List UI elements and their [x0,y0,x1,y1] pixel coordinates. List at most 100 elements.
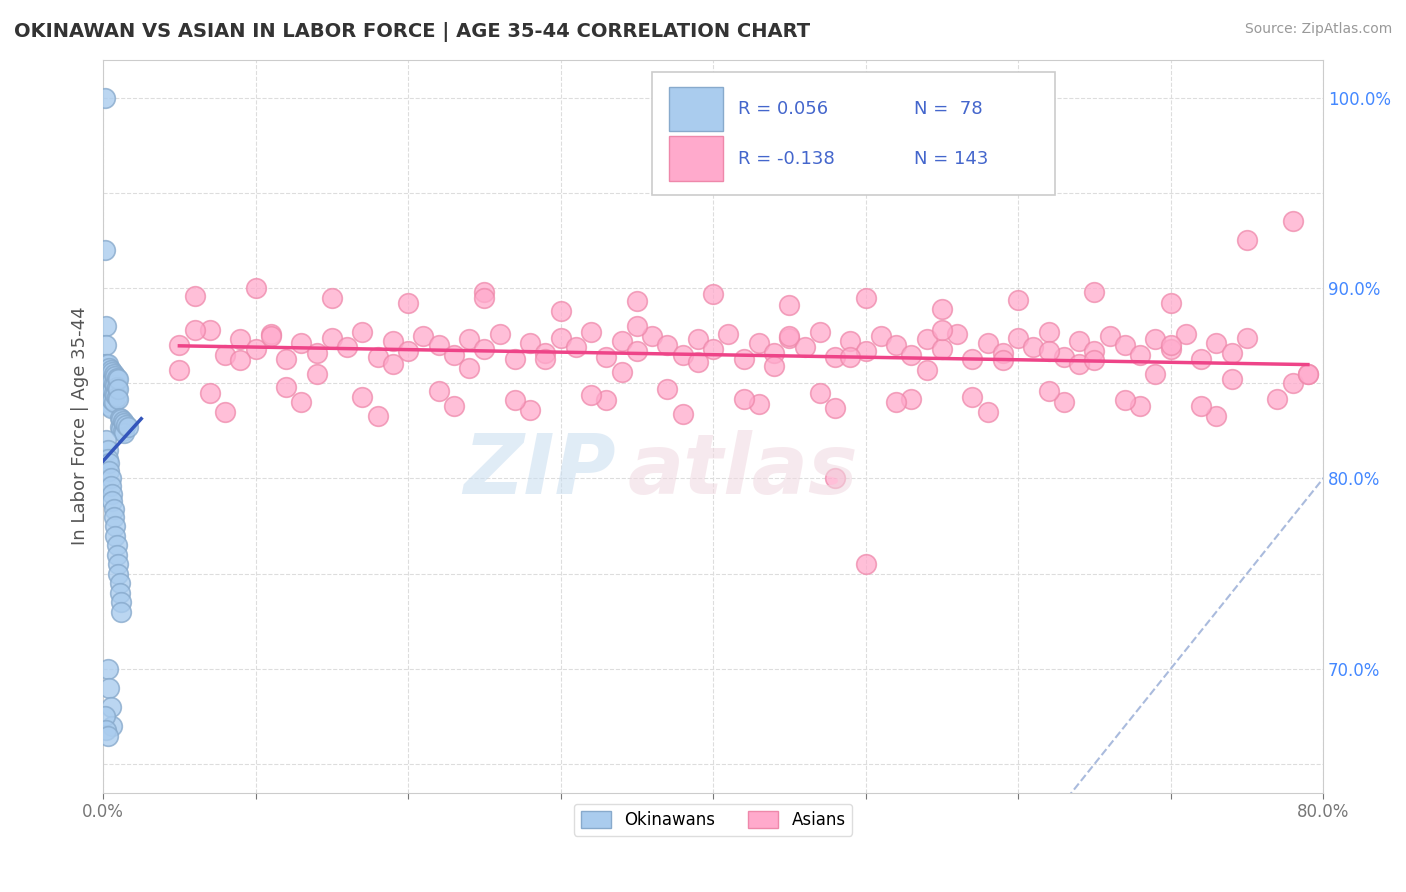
Point [97,367,120,381]
Point [686,355,709,369]
Point [595,393,617,408]
Point [229,353,252,368]
Point [748,397,770,411]
Point [107,566,129,581]
Point [519,336,541,351]
Point [305,367,328,381]
Point [1174,326,1197,341]
Point [1160,338,1182,352]
Point [474,291,496,305]
Point [290,395,312,409]
Point [105,548,128,562]
Point [458,333,481,347]
Point [626,319,648,334]
Point [915,363,938,377]
Point [793,340,815,354]
Point [367,350,389,364]
Point [1007,293,1029,307]
Point [97,729,120,743]
Point [97,442,120,457]
Point [214,348,236,362]
Point [1053,395,1076,409]
Point [104,378,127,392]
Y-axis label: In Labor Force | Age 35-44: In Labor Force | Age 35-44 [72,307,89,545]
Point [98,456,121,470]
Point [824,471,846,485]
Point [1236,330,1258,344]
Point [229,333,252,347]
Point [108,576,131,591]
Point [115,418,138,433]
Point [101,494,124,508]
Point [1007,330,1029,344]
Point [321,330,343,344]
Point [101,393,124,408]
Point [93,91,115,105]
Point [427,384,450,398]
Point [1114,393,1136,408]
Point [98,399,121,413]
Point [1083,343,1105,358]
Point [260,326,283,341]
Point [98,361,121,376]
Point [855,557,877,571]
Point [778,298,800,312]
FancyBboxPatch shape [652,72,1054,195]
Point [579,388,602,402]
Point [290,336,312,351]
Point [381,334,404,349]
Point [915,333,938,347]
Point [108,410,131,425]
Point [107,392,129,406]
Point [884,395,907,409]
Point [169,363,191,377]
Point [114,425,136,440]
Point [808,385,831,400]
Point [104,528,127,542]
Point [111,424,134,438]
Point [381,357,404,371]
Point [884,338,907,352]
Point [824,401,846,415]
Point [824,350,846,364]
Point [110,412,132,426]
Point [1267,392,1289,406]
Point [96,367,118,381]
Point [595,350,617,364]
Point [1129,399,1152,413]
Point [931,301,953,316]
Point [1220,372,1243,386]
Point [565,340,588,354]
Point [900,392,922,406]
Point [110,595,132,609]
Point [98,681,121,695]
Point [931,323,953,337]
FancyBboxPatch shape [669,87,723,131]
Point [702,286,724,301]
Point [1189,399,1212,413]
Point [641,328,664,343]
Point [1296,367,1319,381]
Point [107,372,129,386]
Point [657,338,679,352]
Point [96,357,118,371]
Point [1281,214,1303,228]
Point [550,304,572,318]
Point [1083,353,1105,368]
Point [245,342,267,356]
Point [101,375,124,389]
Point [107,557,129,571]
Point [443,399,465,413]
Point [1069,334,1091,349]
Point [336,340,359,354]
Point [396,343,419,358]
Point [657,382,679,396]
Point [1129,348,1152,362]
Point [107,382,129,396]
Point [672,407,695,421]
Point [976,336,998,351]
Point [103,502,125,516]
Point [733,392,755,406]
Point [104,519,127,533]
Point [198,385,221,400]
